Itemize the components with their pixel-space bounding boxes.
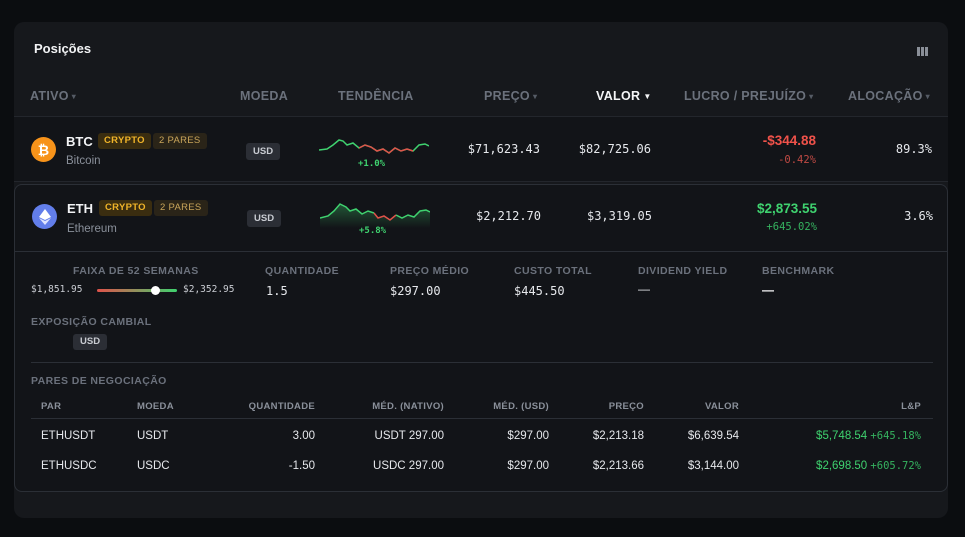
pair-avg-usd-cell: $297.00 [507,460,549,472]
price-value: $71,623.43 [467,142,540,156]
dividend-value: — [638,282,650,296]
avg-price-value: $297.00 [390,284,441,298]
pair-avg-usd-cell: $297.00 [507,430,549,442]
range-low: $1,851.95 [31,284,83,295]
th-pnl: L&P [901,401,921,412]
col-header-tendencia: TENDÊNCIA [338,89,414,103]
asset-name: Ethereum [67,223,117,235]
pairs-badge[interactable]: 2 PARES [154,200,208,216]
pair-pnl-cell: $5,748.54 +645.18% [816,430,921,442]
th-avg-native: MÉD. (NATIVO) [372,401,444,412]
th-price: PREÇO [608,401,644,412]
pair-pnl-cell: $2,698.50 +605.72% [816,460,921,472]
market-value: $3,319.05 [586,209,652,223]
columns-icon[interactable] [917,47,928,56]
pair-avg-native-cell: USDC 297.00 [373,460,444,472]
quantity-value: 1.5 [266,284,288,298]
panel-title: Posições [34,41,92,56]
dividend-label: DIVIDEND YIELD [638,265,728,277]
avg-price-label: PREÇO MÉDIO [390,265,470,277]
trend-percent: +1.0% [358,159,386,169]
pnl-percent: +645.02% [766,221,817,233]
range-marker [151,286,160,295]
pair-avg-native-cell: USDT 297.00 [374,430,444,442]
asset-symbol: BTC [66,134,93,149]
col-header-preco[interactable]: PREÇO ▾ [484,89,538,103]
pair-value-cell: $3,144.00 [687,460,739,472]
allocation-value: 3.6% [904,209,933,223]
fx-exposure-label: EXPOSIÇÃO CAMBIAL [31,316,152,328]
type-badge: CRYPTO [98,133,151,149]
divider [31,418,933,419]
col-header-moeda: MOEDA [240,89,289,103]
fx-currency-badge: USD [73,334,108,350]
position-row-eth-expanded: ETH CRYPTO 2 PARES Ethereum USD +5.8% $2… [14,184,948,492]
positions-panel: Posições ATIVO ▾ MOEDA TENDÊNCIA PREÇO ▾ V… [14,22,948,518]
allocation-value: 89.3% [895,142,932,156]
asset-symbol[interactable]: ETH [67,201,93,216]
divider [15,251,947,252]
th-pair: PAR [41,401,62,412]
pair-qty-cell: -1.50 [288,460,315,472]
pair-cell: ETHUSDT [41,430,96,442]
range-bar [97,286,177,295]
ethereum-icon [32,204,57,229]
trend-sparkline [320,203,430,228]
col-header-ativo[interactable]: ATIVO ▾ [30,89,77,103]
col-header-alocacao[interactable]: ALOCAÇÃO ▾ [848,89,930,103]
pair-currency-cell: USDC [137,460,170,472]
col-header-valor[interactable]: VALOR ▼ [596,89,652,103]
pnl-percent: -0.42% [778,154,816,166]
divider [31,362,933,363]
position-row-btc[interactable]: ₿ BTC CRYPTO 2 PARES Bitcoin USD +1.0% $… [14,116,948,182]
pairs-title: PARES DE NEGOCIAÇÃO [31,375,167,387]
pair-cell: ETHUSDC [41,460,97,472]
th-currency: MOEDA [137,401,174,412]
bitcoin-icon: ₿ [31,137,56,162]
range-label: FAIXA DE 52 SEMANAS [73,265,199,277]
type-badge: CRYPTO [99,200,152,216]
pair-currency-cell: USDT [137,430,169,442]
trend-percent: +5.8% [359,226,387,236]
pnl-value: -$344.88 [762,133,816,148]
currency-badge: USD [246,143,281,160]
benchmark-label: BENCHMARK [762,265,835,277]
pnl-value: $2,873.55 [756,201,817,216]
col-header-lucro[interactable]: LUCRO / PREJUÍZO ▾ [684,89,814,103]
currency-badge: USD [247,210,282,227]
price-value: $2,212.70 [475,209,541,223]
range-high: $2,352.95 [183,284,235,295]
pair-price-cell: $2,213.18 [592,430,644,442]
pair-price-cell: $2,213.66 [592,460,644,472]
total-cost-value: $445.50 [514,284,565,298]
pairs-badge[interactable]: 2 PARES [153,133,207,149]
total-cost-label: CUSTO TOTAL [514,265,592,277]
quantity-label: QUANTIDADE [265,265,339,277]
trend-sparkline [319,139,429,154]
market-value: $82,725.06 [578,142,651,156]
asset-name: Bitcoin [66,155,101,167]
th-quantity: QUANTIDADE [248,401,315,412]
th-avg-usd: MÉD. (USD) [493,401,549,412]
pair-qty-cell: 3.00 [292,430,315,442]
pair-value-cell: $6,639.54 [687,430,739,442]
th-value: VALOR [704,401,739,412]
benchmark-value[interactable]: — [762,283,774,297]
